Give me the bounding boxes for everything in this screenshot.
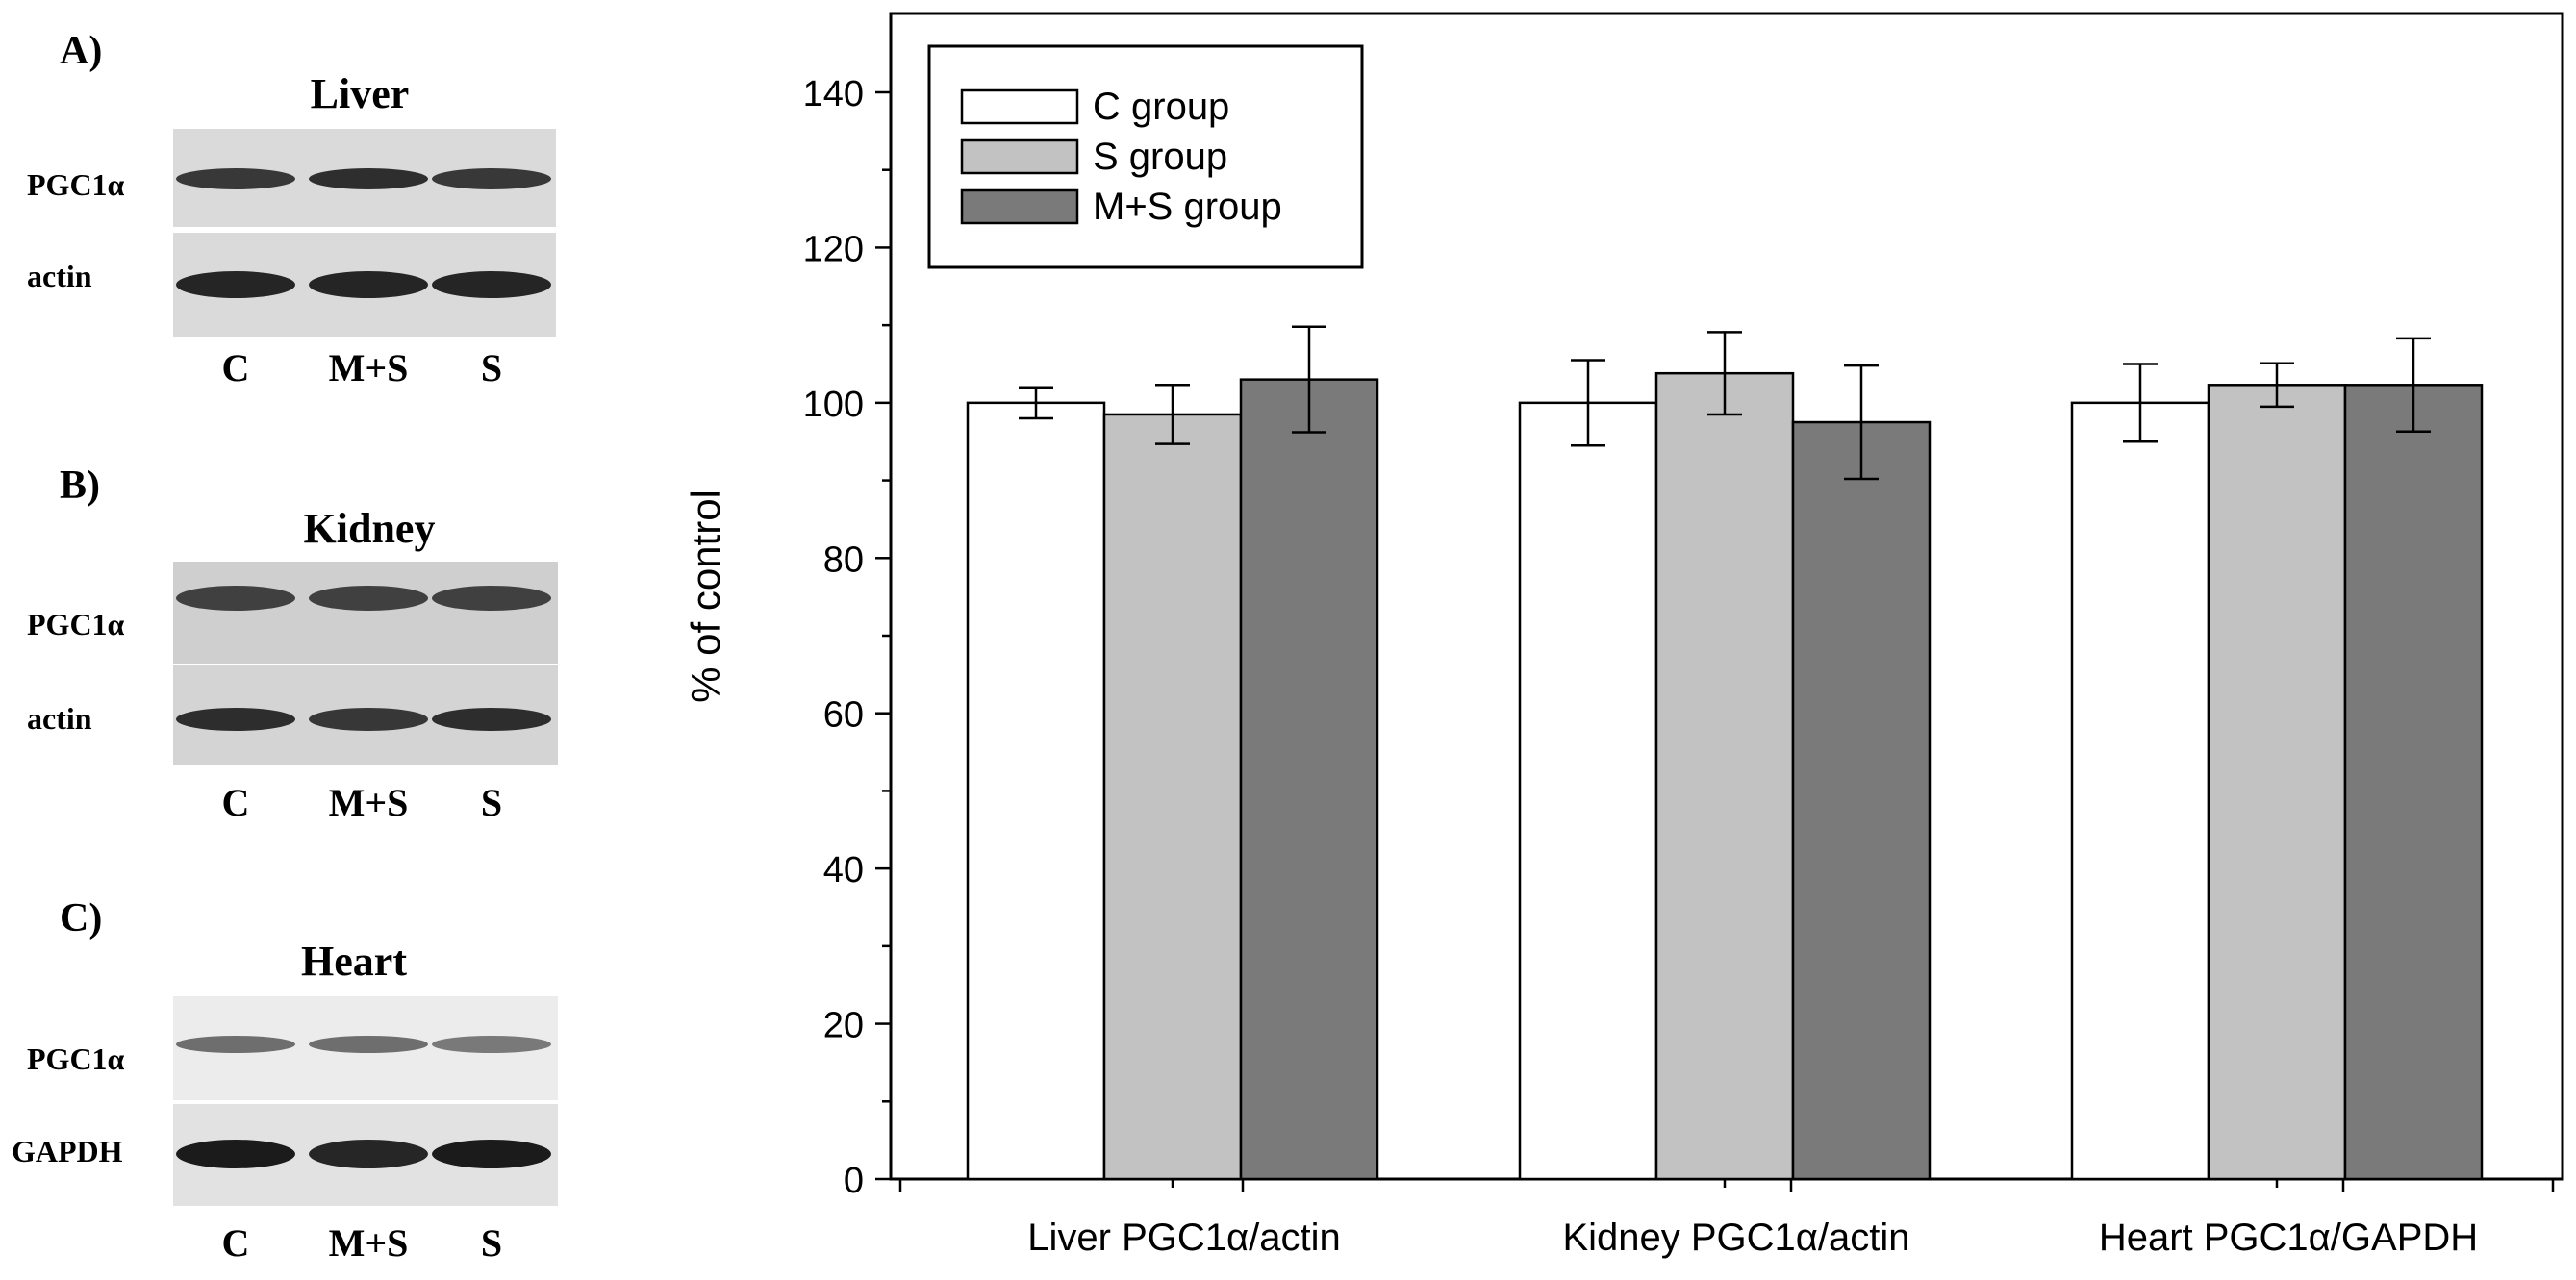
y-axis: 0 20 40 60 80 100 120 140	[803, 74, 891, 1201]
panel-label-b: B)	[60, 464, 100, 508]
blot-band	[309, 168, 428, 189]
blot-panel-b: B) Kidney PGC1α actin C M+S S	[27, 464, 558, 824]
blot-bands	[176, 1140, 551, 1168]
legend-swatch-ms-group	[960, 188, 1079, 225]
blot-row-label: PGC1α	[27, 167, 125, 202]
y-tick-label: 100	[803, 385, 864, 425]
y-axis-label: % of control	[683, 489, 728, 703]
lane-label: S	[481, 781, 502, 824]
blot-band	[176, 708, 295, 731]
lane-label: C	[222, 346, 250, 389]
x-tick-label: Heart PGC1α/GAPDH	[2099, 1217, 2478, 1259]
blot-band	[432, 1036, 551, 1053]
blot-strip	[173, 562, 558, 664]
legend-label: C group	[1093, 86, 1229, 128]
blot-band	[309, 708, 428, 731]
y-tick-label: 140	[803, 74, 864, 114]
blot-band	[309, 1140, 428, 1168]
legend-swatch-s-group	[960, 138, 1079, 175]
bar	[2343, 384, 2484, 1181]
blot-row-label: actin	[27, 259, 92, 293]
blot-title-heart: Heart	[301, 938, 407, 985]
bar	[1239, 378, 1379, 1181]
legend: C group S group M+S group	[927, 44, 1364, 269]
blot-band	[176, 1140, 295, 1168]
blot-row-label: PGC1α	[27, 607, 125, 641]
blot-band	[309, 1036, 428, 1053]
bar	[2070, 401, 2210, 1181]
bar	[1518, 401, 1658, 1181]
bar-chart: 0 20 40 60 80 100 120 140 Liver PGC1α/actin Kidn…	[683, 12, 2564, 1259]
lane-label: S	[481, 346, 502, 389]
lane-label: S	[481, 1221, 502, 1265]
blot-band	[432, 168, 551, 189]
bar	[1654, 371, 1795, 1181]
y-tick-label: 0	[844, 1161, 864, 1201]
blot-row-label: actin	[27, 701, 92, 736]
lane-label: C	[222, 781, 250, 824]
bar	[1102, 413, 1243, 1181]
bar	[966, 401, 1106, 1181]
blot-band	[176, 271, 295, 298]
legend-label: S group	[1093, 136, 1227, 178]
bars-layer	[966, 325, 2484, 1181]
blot-band	[309, 586, 428, 611]
y-tick-label: 120	[803, 229, 864, 269]
western-blot-panels: A) Liver PGC1α actin C M+S S B) Kidney P…	[12, 29, 558, 1265]
blot-title-kidney: Kidney	[304, 505, 436, 552]
blot-band	[309, 271, 428, 298]
blot-bands	[176, 586, 551, 611]
x-tick-label: Liver PGC1α/actin	[1027, 1217, 1340, 1259]
lane-label: C	[222, 1221, 250, 1265]
blot-title-liver: Liver	[311, 70, 410, 117]
blot-bands	[176, 271, 551, 298]
lane-label: M+S	[329, 346, 409, 389]
blot-bands	[176, 168, 551, 189]
x-axis: Liver PGC1α/actin Kidney PGC1α/actin Heart…	[898, 1179, 2555, 1259]
panel-label-a: A)	[60, 29, 102, 73]
blot-bands	[176, 708, 551, 731]
y-tick-label: 80	[823, 540, 864, 580]
lane-label: M+S	[329, 1221, 409, 1265]
lane-label: M+S	[329, 781, 409, 824]
blot-row-label: PGC1α	[27, 1042, 125, 1076]
y-tick-label: 20	[823, 1006, 864, 1046]
y-tick-label: 40	[823, 850, 864, 891]
x-tick-label: Kidney PGC1α/actin	[1562, 1217, 1909, 1259]
bar	[1791, 420, 1932, 1181]
blot-band	[432, 1140, 551, 1168]
legend-label: M+S group	[1093, 186, 1282, 228]
blot-band	[432, 708, 551, 731]
blot-band	[176, 1036, 295, 1053]
panel-label-c: C)	[60, 896, 102, 941]
blot-panel-a: A) Liver PGC1α actin C M+S S	[27, 29, 556, 389]
y-tick-label: 60	[823, 695, 864, 736]
blot-band	[176, 168, 295, 189]
blot-band	[432, 271, 551, 298]
blot-panel-c: C) Heart PGC1α GAPDH C M+S S	[12, 896, 558, 1265]
blot-bands	[176, 1036, 551, 1053]
legend-swatch-c-group	[960, 88, 1079, 125]
blot-band	[176, 586, 295, 611]
blot-band	[432, 586, 551, 611]
bar	[2207, 384, 2347, 1181]
blot-row-label: GAPDH	[12, 1134, 123, 1168]
